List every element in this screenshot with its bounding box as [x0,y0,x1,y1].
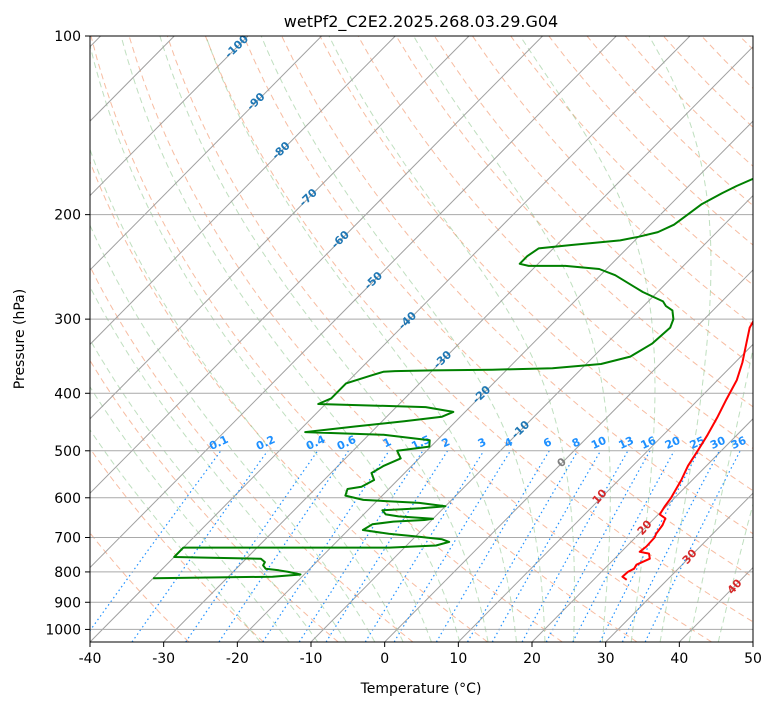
mixing-ratio-label: 20 [663,434,683,452]
mixing-ratio-line [545,450,651,642]
isotherm-line [90,36,249,197]
y-tick-label: 600 [54,491,81,507]
moist-adiabat [688,346,753,642]
dry-adiabat [510,36,753,286]
x-tick-label: 30 [597,651,615,667]
isotherm-line [605,492,753,642]
mixing-ratio-line [185,450,319,642]
isotherm-line [90,36,470,420]
chart-title: wetPf2_C2E2.2025.268.03.29.G04 [284,12,558,32]
y-tick-label: 200 [54,208,81,224]
isotherm-line [457,343,753,642]
isotherm-line [310,194,753,642]
moist-adiabat [205,36,517,642]
mixing-ratio-line [393,450,511,642]
mixing-ratio-line [466,450,579,642]
x-tick-label: 20 [523,651,541,667]
dry-adiabat [128,36,638,642]
dry-adiabat [243,36,753,578]
temperature-profile [621,319,753,581]
x-tick-label: 10 [449,651,467,667]
dry-adiabat [204,36,753,623]
y-axis: 1000 900 800 700 600 500 400 300 200 100 [45,29,90,638]
moist-adiabat [90,285,347,642]
dry-adiabat [472,36,753,326]
moist-adiabat [90,147,404,642]
mixing-ratio-line [325,450,449,642]
moist-adiabat [260,36,546,642]
isotherm-line [384,269,753,642]
mixing-ratio-label: 13 [617,434,636,452]
mixing-ratio-line [298,450,424,642]
y-tick-label: 400 [54,386,81,402]
mixing-ratio-label: 30 [708,434,728,452]
dry-adiabat [166,36,712,642]
moist-adiabat [413,36,611,642]
isotherm-line [90,36,617,569]
dry-adiabat [433,36,753,367]
dry-adiabat [395,36,753,408]
isotherm-line [531,418,753,642]
mixing-ratio-label: 36 [729,434,749,452]
x-tick-label: -10 [300,651,323,667]
y-tick-label: 500 [54,444,81,460]
mixing-ratio-line [262,450,390,642]
isotherm-line [90,36,322,271]
y-axis-label: Pressure (hPa) [12,289,28,389]
moist-adiabat [120,36,461,642]
mixing-ratio-line [644,450,741,642]
mixing-ratio-line [572,450,675,642]
x-tick-label: -20 [226,651,249,667]
moist-adiabat [717,502,753,642]
moist-adiabat [159,36,489,642]
dry-adiabat [90,447,264,642]
isotherm-line [236,120,753,642]
dry-adiabat [90,36,563,642]
x-tick-label: -40 [79,651,102,667]
y-tick-label: 1000 [45,622,81,638]
moist-adiabat [90,338,319,642]
x-tick-label: -30 [152,651,175,667]
profiles [153,177,753,581]
moist-adiabat [90,42,432,642]
x-axis: -40 -30 -20 -10 0 10 20 30 40 50 [79,642,762,667]
y-tick-label: 800 [54,565,81,581]
dry-adiabat [357,36,753,450]
x-tick-label: 0 [380,651,389,667]
moist-adiabat [90,224,376,642]
dry-adiabat [319,36,753,492]
mixing-ratio-label: 10 [589,434,609,452]
y-tick-label: 700 [54,531,81,547]
background-lines [90,36,753,642]
moist-adiabat [648,36,712,642]
dry-adiabat [90,265,414,642]
moist-adiabat [90,428,261,642]
moist-adiabat [519,36,656,642]
plot-frame [89,35,754,643]
mixing-ratio-line [364,450,485,642]
x-tick-label: 50 [744,651,762,667]
isotherm-line [163,46,753,642]
mixing-ratio-line [218,450,349,642]
x-axis-label: Temperature (°C) [360,681,482,697]
mixing-ratio-line [435,450,550,642]
x-tick-label: 40 [670,651,688,667]
mixing-ratio-label: 16 [639,434,659,452]
y-tick-label: 900 [54,595,81,611]
moist-adiabat [90,385,290,642]
y-tick-label: 100 [54,29,81,45]
mixing-ratio-label: 25 [688,434,707,452]
dewpoint-profile [153,177,753,580]
isotherm-line [90,36,691,642]
isotherm-line [90,36,396,346]
y-tick-label: 300 [54,312,81,328]
mixing-ratio-line [131,450,269,642]
isotherm-line [90,36,543,494]
